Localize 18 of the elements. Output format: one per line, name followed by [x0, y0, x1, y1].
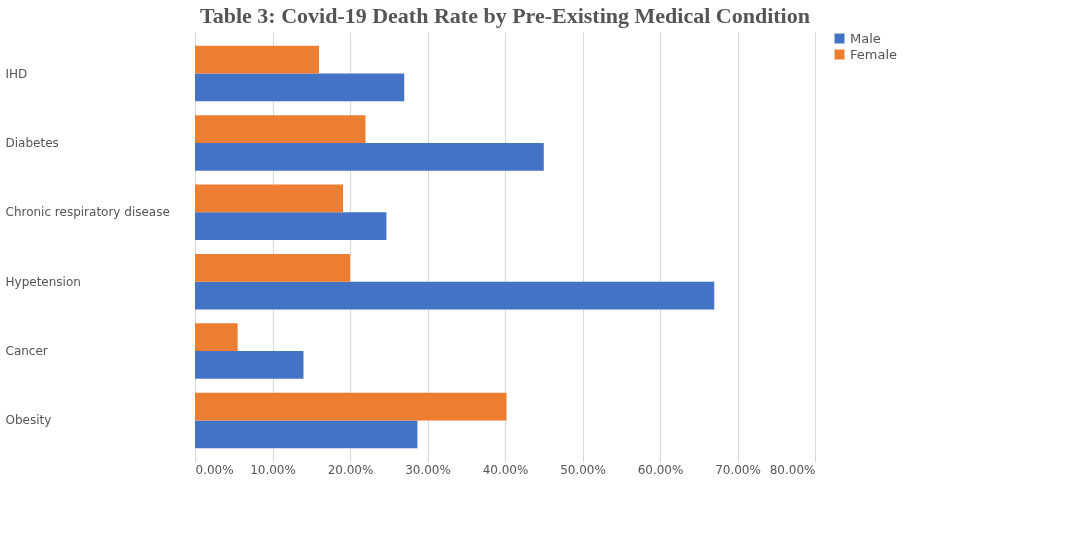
y-tick-label: IHD [5, 66, 28, 81]
x-tick-label: 20.00% [327, 462, 374, 477]
y-tick-label: Chronic respiratory disease [5, 205, 170, 220]
x-tick-label: 40.00% [482, 462, 529, 477]
y-tick-label: Hypetension [5, 274, 81, 289]
x-tick-label: 0.00% [195, 462, 234, 477]
x-tick-label: 70.00% [715, 462, 761, 477]
x-tick-label: 30.00% [405, 462, 451, 477]
x-tick-label: 50.00% [560, 462, 606, 477]
x-tick-label: 10.00% [250, 462, 296, 477]
legend-label: Female [850, 46, 898, 62]
x-tick-label: 80.00% [769, 462, 816, 477]
y-tick-label: Cancer [5, 344, 48, 359]
y-tick-label: Diabetes [5, 135, 59, 150]
x-tick-label: 60.00% [637, 462, 684, 477]
chart-title: Table 3: Covid-19 Death Rate by Pre-Existing Medical Condition [200, 3, 810, 28]
y-tick-label: Obesity [5, 413, 52, 428]
legend-label: Male [850, 30, 881, 46]
